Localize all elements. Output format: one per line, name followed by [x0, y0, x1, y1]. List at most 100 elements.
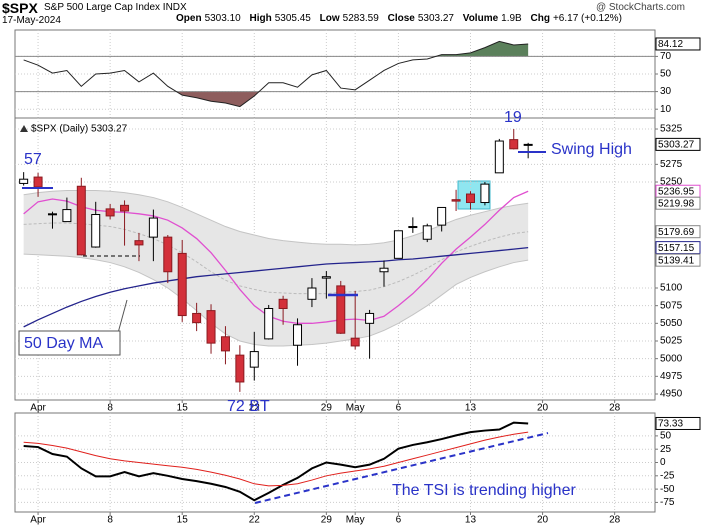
y-tick-label: 50	[660, 69, 672, 80]
candle-body	[307, 287, 317, 300]
candle-body	[206, 310, 216, 344]
x-tick-label: 15	[177, 515, 189, 526]
candle-body	[249, 351, 259, 368]
quote-label: Close	[387, 13, 415, 24]
x-tick-label: Apr	[30, 403, 46, 414]
candle-body	[19, 178, 29, 184]
index-name: S&P 500 Large Cap Index INDX	[44, 2, 187, 13]
credit: @ StockCharts.com	[595, 2, 685, 13]
candle-body	[422, 225, 432, 240]
y-tick-label: -75	[660, 497, 675, 508]
value-box	[655, 416, 701, 430]
y-tick-label: -25	[660, 470, 675, 481]
value-box	[655, 37, 701, 51]
symbol: $SPX	[2, 0, 38, 16]
series-line	[23, 40, 529, 108]
x-tick-label: 6	[396, 515, 402, 526]
x-tick-label: 20	[537, 403, 549, 414]
quote-label: Chg	[530, 13, 550, 24]
y-tick-label: 25	[660, 444, 672, 455]
x-tick-label: 29	[321, 403, 333, 414]
quote-value: +6.17 (+0.12%)	[552, 13, 622, 24]
x-tick-label: May	[346, 403, 365, 414]
candle-body	[177, 252, 187, 317]
candle-body	[220, 336, 230, 352]
band-line	[23, 253, 529, 347]
x-tick-label: 8	[107, 403, 113, 414]
y-tick-label: 5325	[660, 124, 683, 135]
candle-body	[465, 193, 475, 204]
annotation: 72 BT	[227, 398, 270, 415]
quote-label: High	[249, 13, 272, 24]
series-line	[23, 431, 529, 487]
header: $SPX S&P 500 Large Cap Index INDX 17-May…	[2, 0, 701, 26]
value-box-label: 5139.41	[658, 255, 695, 266]
callout-line	[117, 299, 128, 334]
y-tick-label: 4975	[660, 371, 683, 382]
candle-body	[365, 312, 375, 324]
plot-layer: 1030507084.12532552755250510050755050502…	[14, 29, 701, 526]
annotation: 50 Day MA	[24, 335, 103, 352]
callout-box	[18, 330, 121, 356]
candle-body	[62, 209, 72, 223]
x-tick-label: 29	[321, 515, 333, 526]
quote-value: 1.9B	[501, 13, 522, 24]
annotation: The TSI is trending higher	[392, 482, 576, 499]
candle-body	[33, 176, 43, 188]
candle-body	[120, 204, 130, 212]
x-tick-label: May	[346, 515, 365, 526]
candle-body	[494, 140, 504, 174]
y-tick-label: 5075	[660, 300, 683, 311]
y-tick-label: 5000	[660, 353, 683, 364]
x-tick-label: 15	[177, 403, 189, 414]
candle-body	[523, 143, 533, 146]
band-area	[23, 190, 529, 346]
y-tick-label: 30	[660, 86, 672, 97]
y-tick-label: 4950	[660, 389, 683, 400]
exchange: INDX	[162, 2, 187, 13]
annotation-layer: 57 19 Swing High 50 Day MA 72 BT The TSI…	[18, 109, 632, 504]
candle-body	[293, 324, 303, 346]
value-box-label: 84.12	[658, 39, 683, 50]
value-box	[655, 225, 701, 239]
y-tick-label: 5050	[660, 318, 683, 329]
band-line	[23, 222, 529, 295]
x-tick-label: 20	[537, 515, 549, 526]
quote-value: 5305.45	[274, 13, 311, 24]
quote-value: 5303.27	[417, 13, 454, 24]
x-tick-label: 28	[609, 515, 621, 526]
y-tick-label: 5275	[660, 159, 683, 170]
y-tick-label: 5250	[660, 177, 683, 188]
candle-body	[336, 285, 346, 334]
candle-body	[321, 276, 331, 279]
quote-label: Low	[319, 13, 340, 24]
value-box	[655, 137, 701, 151]
candle-body	[393, 230, 403, 259]
x-tick-label: 6	[396, 403, 402, 414]
y-tick-label: -50	[660, 484, 675, 495]
value-box-label: 5219.98	[658, 198, 695, 209]
series-line	[23, 421, 529, 502]
x-tick-label: 13	[465, 403, 477, 414]
candle-body	[105, 208, 115, 217]
candle-body	[509, 139, 519, 150]
panel	[14, 117, 656, 401]
y-tick-label: 10	[660, 104, 672, 115]
candle-body	[148, 217, 158, 238]
candle-body	[91, 214, 101, 248]
legend-icon	[20, 125, 28, 132]
y-tick-label: 0	[660, 457, 666, 468]
candle-body	[379, 267, 389, 273]
candle-body	[235, 354, 245, 383]
candle-body	[278, 298, 288, 309]
value-box-label: 5157.15	[658, 243, 695, 254]
quote-value: 5283.59	[342, 13, 379, 24]
candle-body	[264, 307, 274, 340]
candle-body	[76, 185, 86, 256]
annotation: 57	[24, 151, 42, 168]
date: 17-May-2024	[2, 15, 61, 26]
name: S&P 500 Large Cap Index	[44, 2, 161, 13]
quote-value: 5303.10	[204, 13, 241, 24]
